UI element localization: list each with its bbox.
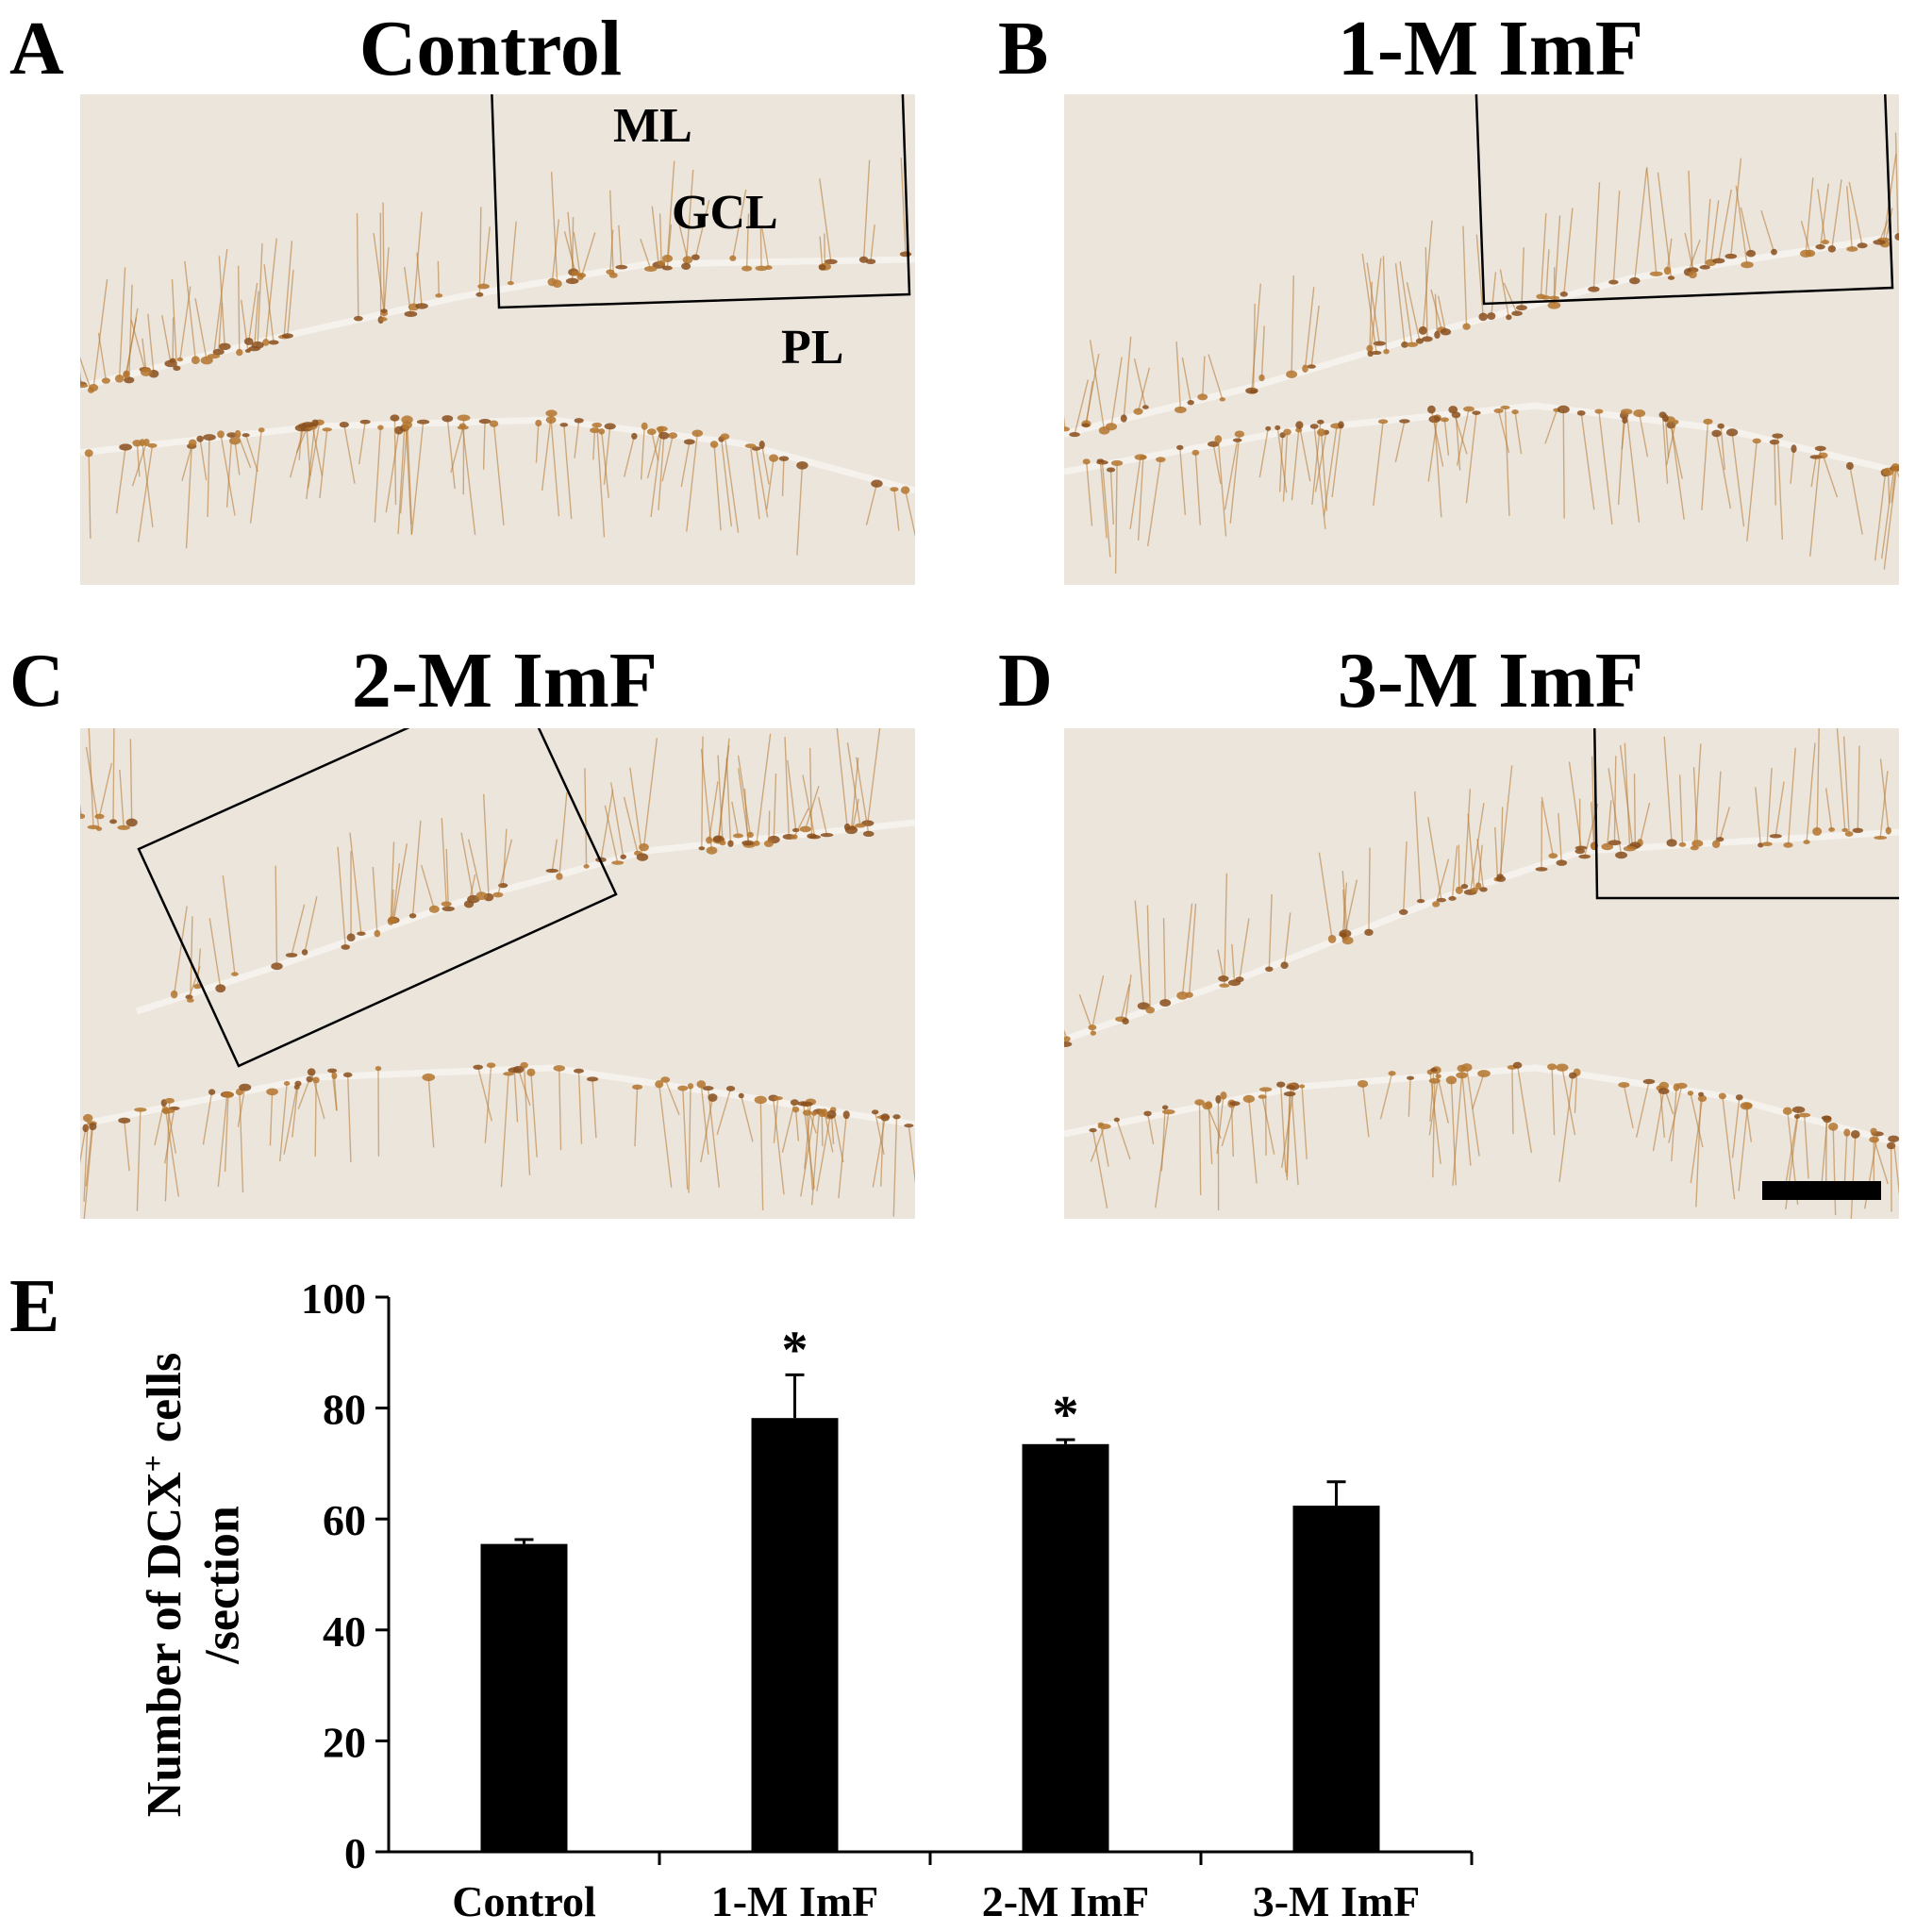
x-tick-label: 2-M ImF [982,1877,1150,1925]
y-tick-label: 100 [301,1274,366,1323]
y-tick-label: 60 [323,1496,366,1544]
layer-label-gcl: GCL [672,186,778,240]
panel-letter-d: D [998,640,1053,723]
panel-letter-c: C [9,640,64,723]
layer-label-pl: PL [781,321,844,375]
y-tick-label: 80 [323,1386,366,1434]
dcx-stained-cells [1064,728,1899,1219]
y-tick-label: 20 [323,1718,366,1766]
dcx-stained-cells [80,158,915,556]
tissue-background [1064,94,1899,585]
panel-letter-a: A [9,8,64,91]
panel-title-2m-imf: 2-M ImF [351,637,658,724]
dcx-stained-cells [80,728,915,1219]
tissue-background [1064,728,1899,1219]
y-tick-label: 0 [344,1829,366,1877]
micrograph-control [80,94,915,585]
significance-marker: * [782,1321,808,1379]
bar-chart: 0 20 40 60 80 100 Control 1-M ImF * 2-M ImF * 3-M I… [301,1274,1474,1925]
inset-box [1474,94,1894,306]
micrograph-2m-imf [80,728,915,1219]
bar-1-m-imf [751,1418,839,1852]
micrograph-3m-imf [1064,728,1899,1219]
panel-title-3m-imf: 3-M ImF [1337,637,1644,724]
panel-letter-e: E [9,1265,60,1348]
panel-letter-b: B [998,8,1049,91]
x-tick-label: 1-M ImF [711,1877,879,1925]
x-tick-label: Control [452,1877,596,1925]
layer-label-ml: ML [613,99,692,153]
bar-2-m-imf [1022,1443,1109,1852]
bar-3-m-imf [1292,1506,1380,1852]
inset-box [137,728,618,1068]
dcx-stained-cells [1064,132,1899,575]
bar-control [480,1543,568,1852]
y-tick-label: 40 [323,1607,366,1656]
inset-box [491,94,911,309]
inset-box [1593,728,1899,900]
micrograph-1m-imf [1064,94,1899,585]
scale-bar [1762,1181,1881,1200]
panel-title-control: Control [358,5,623,92]
tissue-background [80,728,915,1219]
significance-marker: * [1053,1386,1079,1444]
x-tick-label: 3-M ImF [1253,1877,1421,1925]
panel-title-1m-imf: 1-M ImF [1337,5,1644,92]
